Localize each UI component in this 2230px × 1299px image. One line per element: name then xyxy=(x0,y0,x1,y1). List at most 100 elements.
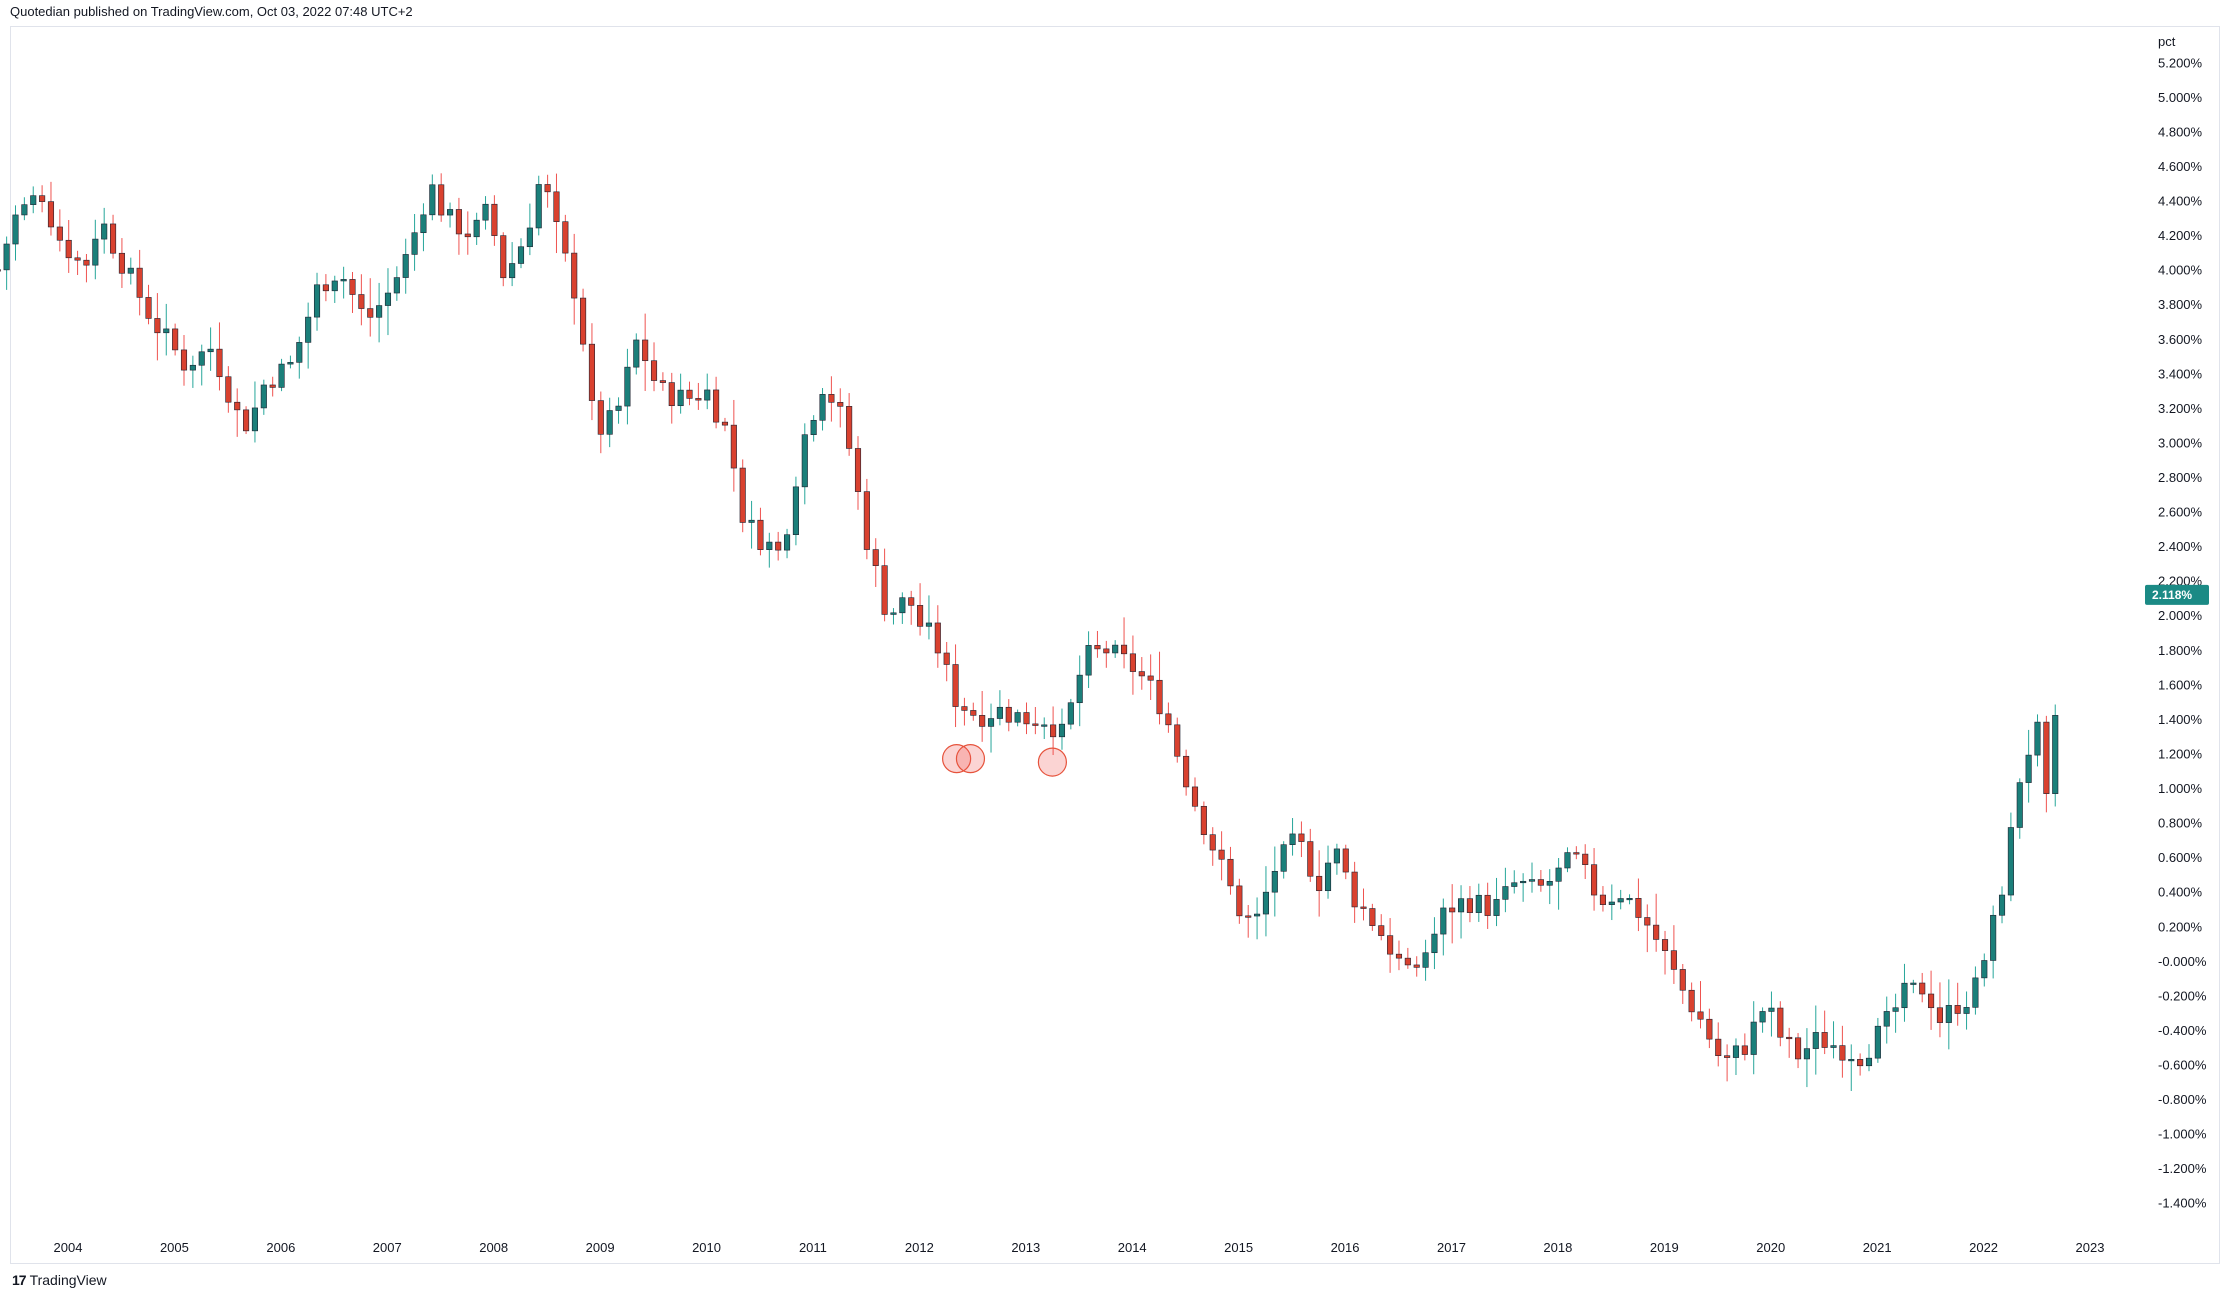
candle-down[interactable] xyxy=(1688,989,1695,1013)
candle-down[interactable] xyxy=(322,284,329,292)
candle-down[interactable] xyxy=(1200,805,1207,835)
candle-up[interactable] xyxy=(1067,702,1074,725)
candle-down[interactable] xyxy=(74,257,81,261)
candle-up[interactable] xyxy=(1990,914,1997,961)
candle-up[interactable] xyxy=(1058,723,1066,738)
candle-up[interactable] xyxy=(996,706,1003,719)
candle-down[interactable] xyxy=(854,448,862,492)
candle-up[interactable] xyxy=(1520,880,1527,884)
candle-down[interactable] xyxy=(180,349,188,371)
candle-up[interactable] xyxy=(748,519,755,523)
candle-up[interactable] xyxy=(1617,898,1624,903)
candle-up[interactable] xyxy=(1901,982,1908,1009)
candle-down[interactable] xyxy=(269,384,276,388)
candle-down[interactable] xyxy=(491,203,498,236)
candle-down[interactable] xyxy=(1245,915,1252,918)
candle-down[interactable] xyxy=(1209,834,1216,851)
candle-up[interactable] xyxy=(198,351,205,366)
candle-up[interactable] xyxy=(402,254,409,278)
candle-up[interactable] xyxy=(535,184,542,229)
candle-up[interactable] xyxy=(251,407,258,432)
candle-down[interactable] xyxy=(1591,864,1598,896)
candle-up[interactable] xyxy=(1041,724,1048,727)
candle-up[interactable] xyxy=(517,246,525,264)
candle-down[interactable] xyxy=(56,226,63,241)
candle-up[interactable] xyxy=(1892,1007,1899,1012)
candle-down[interactable] xyxy=(1697,1011,1704,1020)
candle-down[interactable] xyxy=(1129,653,1136,672)
candle-down[interactable] xyxy=(1741,1045,1748,1055)
candle-down[interactable] xyxy=(1050,724,1057,738)
candle-down[interactable] xyxy=(1582,853,1589,865)
candle-down[interactable] xyxy=(695,398,702,401)
candle-up[interactable] xyxy=(1564,852,1571,869)
candle-up[interactable] xyxy=(1981,960,1988,979)
candle-down[interactable] xyxy=(1413,964,1420,968)
candle-down[interactable] xyxy=(1156,679,1163,715)
candle-up[interactable] xyxy=(509,263,516,279)
candle-up[interactable] xyxy=(92,238,99,266)
candle-down[interactable] xyxy=(1661,939,1669,951)
candle-down[interactable] xyxy=(562,221,569,254)
candle-down[interactable] xyxy=(1795,1037,1802,1060)
candle-up[interactable] xyxy=(1112,644,1119,654)
candle-up[interactable] xyxy=(1910,982,1917,985)
candle-up[interactable] xyxy=(340,279,347,282)
candle-down[interactable] xyxy=(544,184,551,193)
candle-down[interactable] xyxy=(863,491,870,550)
candle-up[interactable] xyxy=(384,292,392,306)
candle-up[interactable] xyxy=(1280,844,1287,872)
candle-down[interactable] xyxy=(1147,675,1154,681)
candle-up[interactable] xyxy=(1803,1048,1810,1060)
candle-up[interactable] xyxy=(482,203,489,221)
candle-up[interactable] xyxy=(1254,913,1261,917)
candle-up[interactable] xyxy=(1076,674,1083,704)
candle-down[interactable] xyxy=(668,382,675,407)
candle-down[interactable] xyxy=(553,191,560,222)
candle-up[interactable] xyxy=(1528,879,1536,882)
candle-down[interactable] xyxy=(1103,648,1110,654)
candle-up[interactable] xyxy=(1963,1007,1970,1014)
candle-down[interactable] xyxy=(1351,871,1358,908)
candle-down[interactable] xyxy=(713,389,720,423)
candle-up[interactable] xyxy=(677,389,684,407)
candle-down[interactable] xyxy=(650,360,658,381)
candle-down[interactable] xyxy=(571,252,578,299)
candle-down[interactable] xyxy=(1174,724,1181,757)
candle-up[interactable] xyxy=(1998,894,2006,916)
candle-down[interactable] xyxy=(1342,848,1349,873)
candle-down[interactable] xyxy=(1378,925,1385,936)
candle-up[interactable] xyxy=(3,243,10,271)
candle-down[interactable] xyxy=(1777,1007,1784,1038)
candle-down[interactable] xyxy=(1670,950,1677,970)
candle-up[interactable] xyxy=(1085,645,1092,676)
candle-down[interactable] xyxy=(367,308,374,318)
candle-up[interactable] xyxy=(784,534,791,551)
candle-down[interactable] xyxy=(1706,1018,1713,1040)
candle-up[interactable] xyxy=(1289,833,1296,845)
candle-down[interactable] xyxy=(961,706,968,711)
candle-down[interactable] xyxy=(1786,1036,1793,1040)
candle-down[interactable] xyxy=(1395,953,1403,959)
candle-up[interactable] xyxy=(420,214,427,234)
candle-down[interactable] xyxy=(1191,786,1199,807)
candle-down[interactable] xyxy=(721,421,729,426)
candle-down[interactable] xyxy=(1573,852,1580,855)
candle-down[interactable] xyxy=(775,541,782,551)
candle-up[interactable] xyxy=(1874,1025,1881,1059)
candle-down[interactable] xyxy=(1537,879,1544,886)
candle-down[interactable] xyxy=(1307,841,1314,877)
candle-down[interactable] xyxy=(39,195,46,202)
candle-down[interactable] xyxy=(1094,645,1101,650)
candle-up[interactable] xyxy=(1440,907,1447,935)
candle-up[interactable] xyxy=(207,348,214,353)
candle-down[interactable] xyxy=(642,339,649,362)
candle-up[interactable] xyxy=(925,622,932,627)
candle-up[interactable] xyxy=(1431,933,1438,954)
candle-up[interactable] xyxy=(766,541,773,550)
candle-down[interactable] xyxy=(739,467,746,523)
candle-down[interactable] xyxy=(1360,906,1367,909)
candle-down[interactable] xyxy=(934,622,941,654)
candle-down[interactable] xyxy=(1653,924,1660,940)
